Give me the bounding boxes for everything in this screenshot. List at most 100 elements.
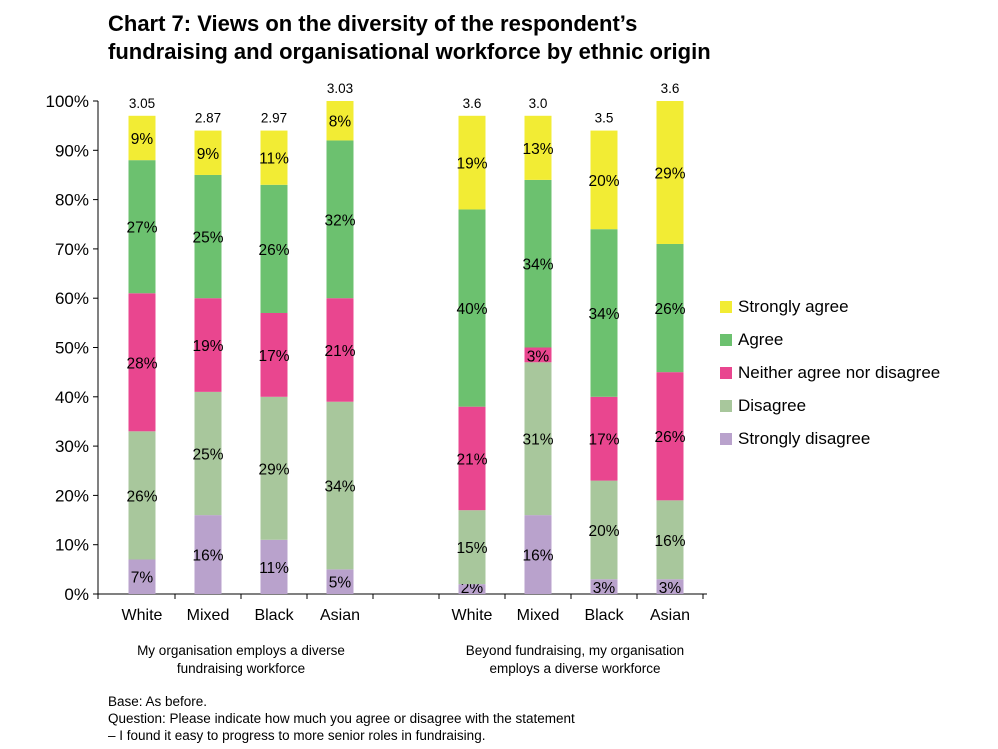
group-label-line: My organisation employs a diverse (137, 643, 345, 658)
y-tick-label: 80% (55, 191, 89, 210)
bar-segment-neither-agree-nor-disagree (656, 372, 684, 501)
data-label: 34% (324, 479, 355, 496)
y-tick-label: 90% (55, 141, 89, 160)
bar-segment-neither-agree-nor-disagree (128, 293, 156, 432)
bar-segment-neither-agree-nor-disagree (458, 406, 486, 511)
question-note-line-2: – I found it easy to progress to more se… (108, 728, 486, 743)
bar-segment-disagree (524, 362, 552, 516)
bar-segment-strongly-agree (458, 115, 486, 210)
data-label: 25% (192, 230, 223, 247)
data-label: 32% (324, 212, 355, 229)
chart-legend: Strongly agree Agree Neither agree nor d… (720, 290, 940, 455)
y-tick-label: 70% (55, 240, 89, 259)
y-tick-label: 100% (46, 92, 89, 111)
data-label: 31% (522, 432, 553, 449)
legend-item-neither: Neither agree nor disagree (720, 356, 940, 389)
data-label: 17% (258, 348, 289, 365)
bar-segment-strongly-disagree (656, 579, 684, 594)
data-label: 19% (192, 338, 223, 355)
data-label: 15% (456, 540, 487, 557)
bar-segment-disagree (656, 500, 684, 580)
data-label: 3% (659, 580, 682, 597)
mean-score-label: 3.03 (327, 81, 353, 96)
data-label: 21% (456, 451, 487, 468)
data-label: 3% (527, 348, 550, 365)
bar-segment-strongly-agree (656, 101, 684, 244)
bar-segment-agree (524, 179, 552, 348)
data-label: 7% (131, 570, 154, 587)
bar-segment-neither-agree-nor-disagree (326, 298, 354, 402)
data-label: 40% (456, 301, 487, 318)
bar-segment-strongly-disagree (194, 515, 222, 594)
data-label: 28% (126, 355, 157, 372)
legend-swatch-strongly-disagree (720, 432, 732, 445)
data-label: 8% (329, 114, 352, 131)
data-label: 34% (588, 306, 619, 323)
data-label: 20% (588, 523, 619, 540)
legend-item-strongly-disagree: Strongly disagree (720, 422, 940, 455)
legend-label-disagree: Disagree (738, 395, 807, 415)
bar-segment-disagree (194, 391, 222, 516)
chart-title-line-2: fundraising and organisational workforce… (108, 39, 711, 64)
mean-score-label: 3.6 (463, 96, 482, 111)
bar-segment-agree (194, 174, 222, 299)
data-label: 34% (522, 257, 553, 274)
bar-segment-agree (458, 209, 486, 407)
bar-segment-strongly-disagree (524, 515, 552, 594)
bar-segment-strongly-agree (194, 130, 222, 175)
bar-segment-disagree (326, 401, 354, 570)
y-tick-label: 30% (55, 437, 89, 456)
y-tick-label: 10% (55, 536, 89, 555)
y-tick-label: 40% (55, 388, 89, 407)
legend-item-agree: Agree (720, 323, 940, 356)
bar-segment-disagree (128, 431, 156, 560)
data-label: 13% (522, 141, 553, 158)
chart-title-line-1: Chart 7: Views on the diversity of the r… (108, 11, 638, 36)
legend-label-agree: Agree (738, 329, 784, 349)
data-label: 21% (324, 343, 355, 360)
y-tick-label: 20% (55, 486, 89, 505)
bar-segment-disagree (590, 480, 618, 580)
bar-segment-strongly-agree (590, 130, 618, 230)
group-label-line: employs a diverse workforce (489, 661, 660, 676)
data-label: 17% (588, 432, 619, 449)
bar-segment-neither-agree-nor-disagree (194, 298, 222, 392)
x-category-label: Mixed (187, 607, 230, 624)
legend-item-strongly-agree: Strongly agree (720, 290, 940, 323)
bar-segment-strongly-disagree (128, 559, 156, 594)
data-label: 11% (259, 560, 289, 577)
chart-title: Chart 7: Views on the diversity of the r… (108, 10, 968, 66)
y-tick-label: 50% (55, 339, 89, 358)
legend-item-disagree: Disagree (720, 389, 940, 422)
bar-segment-agree (326, 140, 354, 299)
x-category-label: Asian (650, 607, 690, 624)
data-label: 26% (654, 301, 685, 318)
x-category-label: White (122, 607, 163, 624)
mean-score-label: 2.87 (195, 111, 221, 126)
legend-label-strongly-agree: Strongly agree (738, 296, 849, 316)
data-label: 16% (192, 548, 223, 565)
bar-segment-strongly-disagree (458, 584, 486, 594)
bar-segment-strongly-disagree (260, 539, 288, 594)
data-label: 19% (456, 156, 487, 173)
data-label: 29% (654, 165, 685, 182)
data-label: 27% (126, 220, 157, 237)
mean-score-label: 3.5 (595, 111, 614, 126)
legend-swatch-disagree (720, 399, 732, 412)
legend-swatch-neither (720, 366, 732, 379)
data-label: 16% (654, 533, 685, 550)
y-tick-label: 60% (55, 289, 89, 308)
bar-segment-disagree (458, 510, 486, 585)
x-category-label: White (452, 607, 493, 624)
legend-label-neither: Neither agree nor disagree (738, 362, 941, 382)
bar-segment-strongly-agree (260, 130, 288, 185)
data-label: 3% (593, 580, 616, 597)
mean-score-label: 3.6 (661, 81, 680, 96)
x-category-label: Asian (320, 607, 360, 624)
group-label-line: Beyond fundraising, my organisation (466, 643, 684, 658)
data-label: 9% (131, 131, 154, 148)
data-label: 25% (192, 446, 223, 463)
bar-segment-agree (128, 160, 156, 294)
y-tick-label: 0% (64, 585, 89, 604)
group-label-line: fundraising workforce (177, 661, 305, 676)
